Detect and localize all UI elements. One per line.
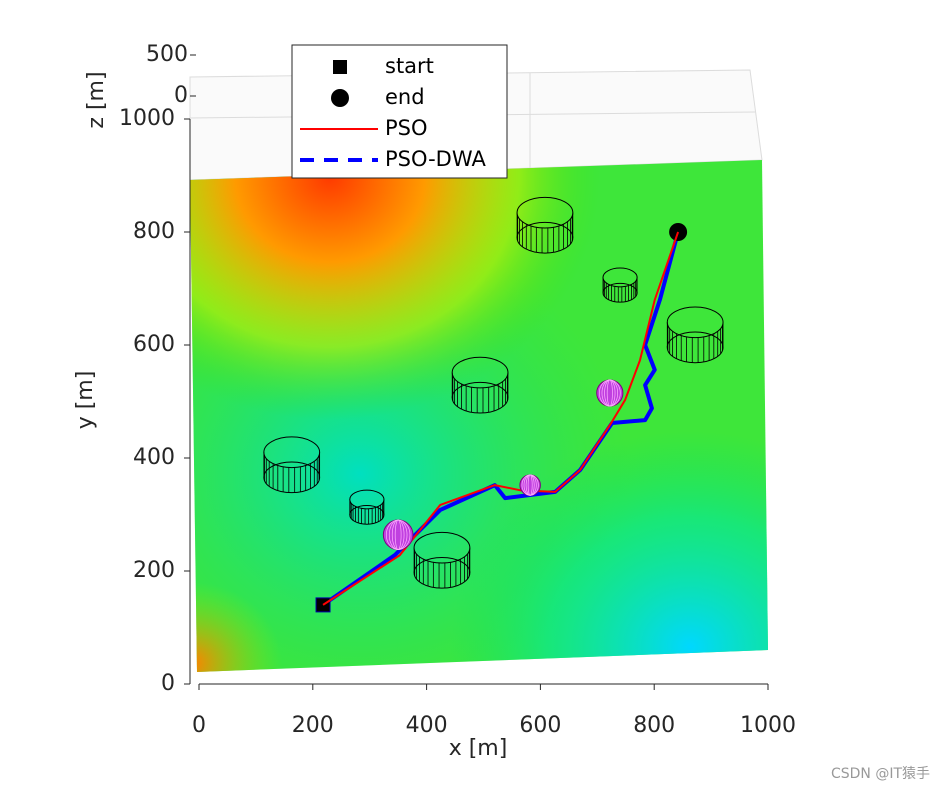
cylinder bbox=[666, 306, 724, 364]
cylinder bbox=[349, 489, 385, 525]
cylinder-top bbox=[263, 436, 321, 469]
legend: start end PSO PSO-DWA bbox=[291, 44, 508, 179]
cylinder bbox=[602, 267, 638, 303]
sphere bbox=[382, 519, 414, 551]
x-tick-label: 400 bbox=[406, 713, 448, 738]
cylinder bbox=[413, 531, 471, 589]
y-tick-label: 0 bbox=[161, 671, 175, 696]
legend-symbol bbox=[331, 89, 349, 107]
z-axis-label: z [m] bbox=[84, 71, 109, 128]
cylinder-top bbox=[451, 356, 509, 389]
watermark: CSDN @IT猿手 bbox=[831, 766, 930, 782]
y-tick-label: 400 bbox=[133, 445, 175, 470]
legend-symbol bbox=[333, 60, 347, 74]
cylinder-top bbox=[602, 267, 638, 288]
cylinder bbox=[263, 436, 321, 494]
cylinder bbox=[451, 356, 509, 414]
y-tick-label: 800 bbox=[133, 219, 175, 244]
y-tick-label: 1000 bbox=[119, 106, 175, 131]
sphere-mesh bbox=[521, 474, 539, 496]
legend-box bbox=[291, 44, 508, 179]
cylinder-hatch bbox=[413, 547, 471, 589]
cylinder-bottom bbox=[666, 331, 724, 364]
cylinder-hatch bbox=[516, 212, 574, 254]
x-tick-label: 600 bbox=[519, 713, 561, 738]
y-tick-label: 200 bbox=[133, 558, 175, 583]
x-tick-label: 1000 bbox=[740, 713, 796, 738]
cylinder-hatch bbox=[666, 322, 724, 363]
sphere bbox=[519, 474, 541, 496]
legend-label: start bbox=[385, 54, 434, 78]
sphere bbox=[596, 379, 624, 407]
legend-label: end bbox=[385, 85, 425, 109]
x-axis-label: x [m] bbox=[449, 736, 508, 761]
cylinder-bottom bbox=[413, 556, 471, 589]
x-tick-label: 0 bbox=[192, 713, 206, 738]
legend-label: PSO-DWA bbox=[385, 147, 486, 171]
y-tick-label: 600 bbox=[133, 332, 175, 357]
cylinder-hatch bbox=[451, 372, 509, 413]
sphere-mesh bbox=[598, 379, 621, 407]
x-tick-label: 200 bbox=[292, 713, 334, 738]
cylinder-top bbox=[349, 489, 385, 510]
sphere-body bbox=[382, 519, 414, 551]
plot-area bbox=[263, 196, 724, 613]
cylinder bbox=[516, 196, 574, 254]
sphere-mesh bbox=[385, 519, 411, 550]
cylinder-bottom bbox=[516, 221, 574, 254]
cylinder-top bbox=[413, 531, 471, 564]
cylinder-hatch bbox=[602, 277, 638, 303]
sphere-body bbox=[519, 474, 541, 496]
cylinder-bottom bbox=[263, 461, 321, 494]
y-axis-label: y [m] bbox=[73, 371, 98, 430]
cylinder-bottom bbox=[451, 381, 509, 414]
sphere-body bbox=[596, 379, 624, 407]
cylinder-hatch bbox=[263, 452, 321, 493]
z-tick-label: 0 bbox=[174, 83, 188, 108]
cylinder-bottom bbox=[602, 282, 638, 303]
legend-label: PSO bbox=[385, 116, 428, 140]
cylinder-top bbox=[516, 196, 574, 229]
cylinder-hatch bbox=[349, 499, 385, 525]
terrain bbox=[190, 160, 768, 672]
path-line bbox=[322, 231, 680, 606]
z-tick-label: 500 bbox=[146, 42, 188, 67]
cylinder-top bbox=[666, 306, 724, 339]
x-tick-label: 800 bbox=[633, 713, 675, 738]
cylinder-bottom bbox=[349, 504, 385, 525]
